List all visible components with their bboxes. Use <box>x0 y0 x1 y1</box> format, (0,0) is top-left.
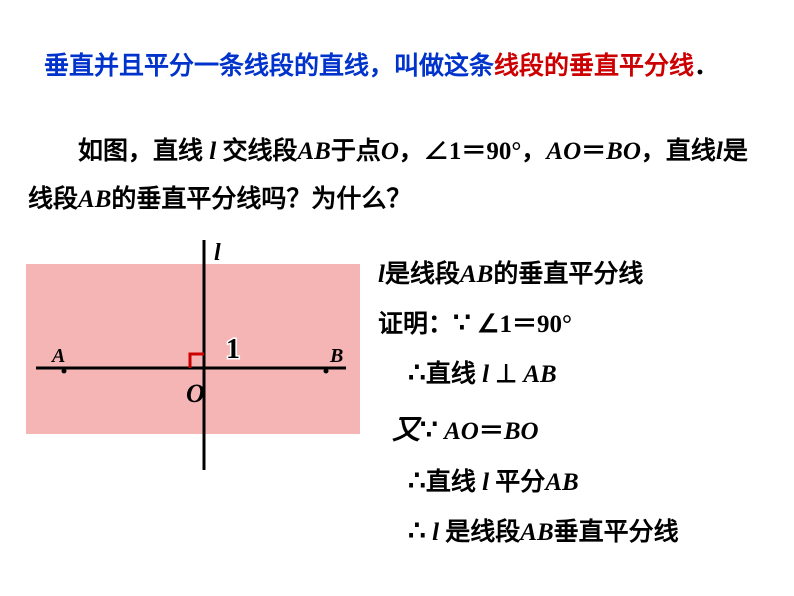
q-mid: 交线段 <box>216 138 297 165</box>
question-text: 如图，直线 l 交线段AB于点O，∠1＝90°，AO＝BO，直线l是线段AB的垂… <box>28 128 768 223</box>
proof-line2: 证明：∵ ∠1＝90° <box>378 304 778 340</box>
proof-line6: ∴ l 是线段AB垂直平分线 <box>408 512 778 548</box>
p3-l: l <box>482 361 489 388</box>
p6-end: 垂直平分线 <box>554 519 679 546</box>
point-b <box>324 369 329 374</box>
therefore-symbol2: ∴ <box>408 466 426 497</box>
proof-block: l是线段AB的垂直平分线 证明：∵ ∠1＝90° ∴直线 l ⊥ AB 又∵ A… <box>378 254 778 562</box>
because-symbol2: ∵ <box>420 415 438 446</box>
point-a <box>62 369 67 374</box>
q-mid2: 于点 <box>331 138 381 165</box>
therefore-symbol: ∴ <box>408 358 426 389</box>
again-text: 又 <box>392 415 420 446</box>
p5-ab: AB <box>545 469 578 496</box>
q-mid3: ，∠1＝90°， <box>399 138 547 165</box>
q-o: O <box>381 138 399 165</box>
definition-text: 垂直并且平分一条线段的直线，叫做这条线段的垂直平分线． <box>44 46 719 82</box>
p2-end: ∠1＝90° <box>471 311 572 338</box>
q-eq: ＝ <box>581 138 606 165</box>
q-end1: ，直线 <box>641 138 716 165</box>
p5-mid: 平分 <box>489 469 545 496</box>
q-end2: 的垂直平分线吗？为什么？ <box>111 186 411 213</box>
q-l2: l <box>716 138 723 165</box>
p4-bo: BO <box>504 418 539 445</box>
therefore-symbol3: ∴ <box>408 516 426 547</box>
pink-background <box>26 264 360 434</box>
p1-l: l <box>378 261 385 288</box>
p3-ab: AB <box>523 361 556 388</box>
q-ab: AB <box>297 138 330 165</box>
perp-symbol: ⊥ <box>489 361 523 388</box>
p5-l: l <box>482 469 489 496</box>
p3-pre: 直线 <box>426 361 482 388</box>
definition-part2: 线段的垂直平分线 <box>494 53 694 80</box>
p2-pre: 证明： <box>378 311 453 338</box>
q-ao: AO <box>546 138 581 165</box>
definition-part3: ． <box>694 53 719 80</box>
p1-mid: 是线段 <box>385 261 460 288</box>
p5-pre: 直线 <box>426 469 482 496</box>
p6-ab: AB <box>520 519 553 546</box>
p6-mid: 是线段 <box>439 519 520 546</box>
geometry-diagram: l 1 1 A B O <box>26 240 366 480</box>
proof-line4: 又∵ AO＝BO <box>392 408 778 448</box>
p6-l: l <box>432 519 439 546</box>
diagram-svg: l 1 1 A B O <box>26 240 366 480</box>
q-pre: 如图，直线 <box>28 138 209 165</box>
because-symbol: ∵ <box>453 308 471 339</box>
label-o: O <box>186 379 205 408</box>
p1-ab: AB <box>460 261 493 288</box>
label-a: A <box>50 345 65 367</box>
proof-statement: l是线段AB的垂直平分线 <box>378 254 778 290</box>
q-ab2: AB <box>78 186 111 213</box>
proof-line5: ∴直线 l 平分AB <box>408 462 778 498</box>
proof-line3: ∴直线 l ⊥ AB <box>408 354 778 390</box>
label-1: 1 <box>226 334 240 365</box>
q-bo: BO <box>606 138 641 165</box>
p1-end: 的垂直平分线 <box>493 261 643 288</box>
p4-eq: ＝ <box>479 418 504 445</box>
p4-ao: AO <box>444 418 479 445</box>
label-b: B <box>329 345 343 367</box>
definition-part1: 垂直并且平分一条线段的直线，叫做这条 <box>44 53 494 80</box>
label-l: l <box>214 240 221 266</box>
